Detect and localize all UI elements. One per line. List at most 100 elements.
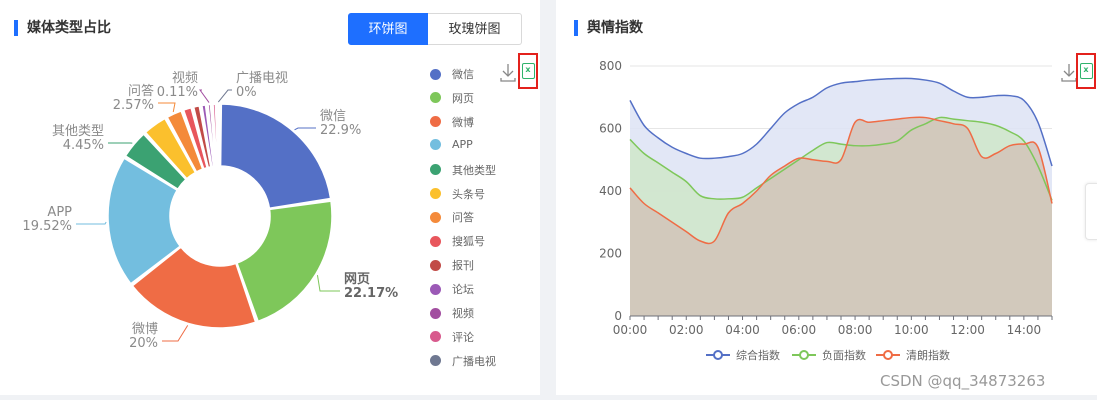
pie-slice-7[interactable] xyxy=(182,107,208,170)
pie-label-name-2: 微博 xyxy=(132,322,158,337)
legend-item[interactable]: 网页 xyxy=(430,90,474,106)
y-tick-label: 200 xyxy=(599,247,622,261)
pie-label-name-3: APP xyxy=(47,205,72,220)
pie-slice-0[interactable] xyxy=(219,103,332,209)
legend-dot xyxy=(430,355,441,367)
chart-type-toggle: 环饼图 玫瑰饼图 xyxy=(348,13,522,45)
x-tick-label: 02:00 xyxy=(669,323,704,337)
x-tick-label: 04:00 xyxy=(725,323,760,337)
pie-label-value-12: 0% xyxy=(236,85,257,100)
pie-slice-9[interactable] xyxy=(201,104,215,168)
legend-marker xyxy=(799,350,809,360)
excel-export-button[interactable]: x xyxy=(518,53,538,89)
legend-dot xyxy=(430,235,441,247)
legend-label: 负面指数 xyxy=(822,348,866,362)
pie-slice-8[interactable] xyxy=(192,105,212,169)
x-tick-label: 14:00 xyxy=(1007,323,1042,337)
pie-slice-6[interactable] xyxy=(166,110,204,173)
media-type-title: 媒体类型占比 xyxy=(14,20,111,36)
pie-slice-12[interactable] xyxy=(217,103,221,167)
download-icon[interactable] xyxy=(499,62,517,84)
legend-item[interactable]: 其他类型 xyxy=(430,162,496,178)
y-tick-label: 0 xyxy=(614,309,622,323)
pie-slice-5[interactable] xyxy=(144,117,197,180)
legend-item[interactable]: 论坛 xyxy=(430,281,474,297)
pie-label-name-12: 广播电视 xyxy=(236,71,288,86)
pie-label-name-10: 视频 xyxy=(172,71,198,86)
legend-dot xyxy=(430,307,441,319)
rose-chart-tab[interactable]: 玫瑰饼图 xyxy=(428,13,522,45)
pie-label-value-10: 0.11% xyxy=(157,85,198,100)
pie-slice-11[interactable] xyxy=(212,103,219,167)
legend-dot xyxy=(430,211,441,223)
sentiment-index-panel: 舆情指数 x 0 200 400 600 800 00:00 02:00 04:00 06:00… xyxy=(556,0,1097,395)
excel-export-button[interactable]: x xyxy=(1076,53,1096,89)
legend-item[interactable]: 头条号 xyxy=(430,186,485,202)
x-tick-label: 10:00 xyxy=(894,323,929,337)
pie-slice-1[interactable] xyxy=(236,200,333,323)
y-tick-label: 400 xyxy=(599,184,622,198)
pie-slice-10[interactable] xyxy=(207,103,217,168)
area-legend-item[interactable]: 清朗指数 xyxy=(876,348,950,362)
pie-label-line-0 xyxy=(294,127,316,131)
legend-label: 微博 xyxy=(452,115,474,129)
pie-label-name-6: 问答 xyxy=(128,83,154,99)
legend-item[interactable]: 搜狐号 xyxy=(430,233,485,249)
area-legend-item[interactable]: 负面指数 xyxy=(792,348,866,362)
legend-dot xyxy=(430,92,441,104)
pie-label-line-3 xyxy=(76,221,107,225)
legend-dot xyxy=(430,138,441,150)
pie-slice-4[interactable] xyxy=(124,133,187,190)
legend-label: 搜狐号 xyxy=(452,235,485,249)
pie-label-name-0: 微信 xyxy=(320,109,346,124)
pie-slice-2[interactable] xyxy=(131,246,257,329)
pie-label-value-6: 2.57% xyxy=(113,98,154,113)
y-tick-label: 800 xyxy=(599,59,622,73)
legend-item[interactable]: 评论 xyxy=(430,329,474,345)
x-tick-label: 12:00 xyxy=(950,323,985,337)
legend-item[interactable]: 视频 xyxy=(430,305,474,321)
legend-label: 头条号 xyxy=(452,187,485,201)
pie-label-name-1: 网页 xyxy=(344,272,370,287)
legend-label: 其他类型 xyxy=(452,163,496,177)
legend-dot xyxy=(430,331,441,343)
series-line-2[interactable] xyxy=(629,116,1053,245)
legend-label: 问答 xyxy=(452,211,474,225)
media-type-panel: 媒体类型占比 环饼图 玫瑰饼图 x 微信 22.9% 网页 22.17% 微博 20% AP… xyxy=(0,0,540,395)
legend-label: 网页 xyxy=(452,91,474,105)
legend-item[interactable]: 微博 xyxy=(430,114,474,130)
pie-label-value-1: 22.17% xyxy=(344,286,398,301)
legend-dot xyxy=(430,188,441,199)
legend-label: 清朗指数 xyxy=(906,348,950,362)
legend-item[interactable]: 报刊 xyxy=(430,257,474,273)
legend-label: 评论 xyxy=(452,330,474,344)
x-tick-label: 06:00 xyxy=(782,323,817,337)
area-legend-item[interactable]: 综合指数 xyxy=(706,348,780,362)
legend-item[interactable]: 问答 xyxy=(430,209,474,225)
side-popover[interactable] xyxy=(1085,183,1097,240)
watermark: CSDN @qq_34873263 xyxy=(880,372,1046,390)
legend-dot xyxy=(430,164,441,176)
pie-label-line-6 xyxy=(158,102,176,113)
legend-marker xyxy=(883,350,893,360)
legend-label: 视频 xyxy=(452,307,474,320)
donut-chart-tab[interactable]: 环饼图 xyxy=(348,13,428,45)
series-line-0[interactable] xyxy=(629,77,1053,167)
legend-label: 报刊 xyxy=(452,259,474,273)
legend-item[interactable]: 微信 xyxy=(430,66,474,82)
pie-label-value-4: 4.45% xyxy=(63,138,104,153)
area-chart: 0 200 400 600 800 00:00 02:00 04:00 06:00 08:00 10… xyxy=(599,59,1053,362)
legend-item[interactable]: APP xyxy=(430,138,473,151)
x-tick-label: 08:00 xyxy=(838,323,873,337)
series-line-1[interactable] xyxy=(629,116,1053,201)
legend-marker xyxy=(713,350,723,360)
pie-label-value-2: 20% xyxy=(129,336,158,351)
legend-dot xyxy=(430,68,441,80)
pie-slice-3[interactable] xyxy=(107,157,181,285)
legend-item[interactable]: 广播电视 xyxy=(430,353,496,369)
pie-label-name-4: 其他类型 xyxy=(52,124,104,139)
legend-label: 论坛 xyxy=(452,283,474,297)
pie-label-value-3: 19.52% xyxy=(22,219,72,234)
legend-label: APP xyxy=(452,137,473,151)
